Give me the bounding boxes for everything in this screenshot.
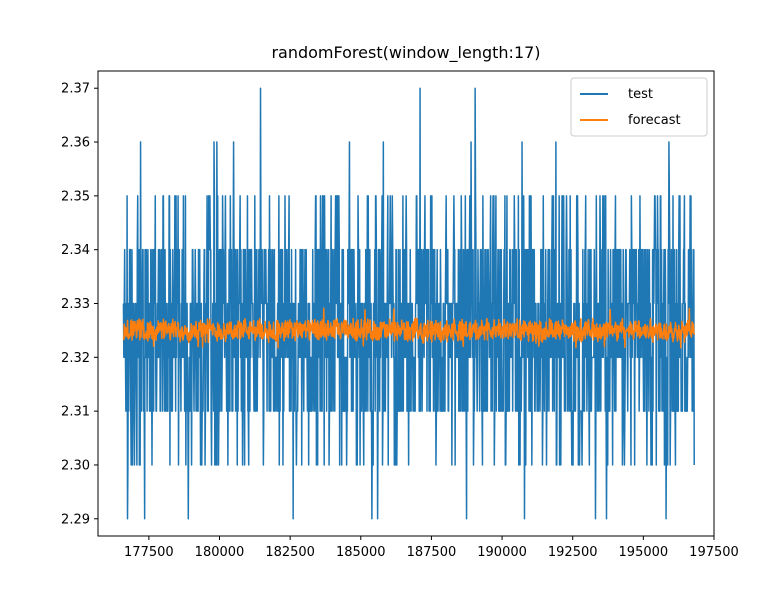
legend: test forecast <box>570 77 708 137</box>
x-tick-label: 187500 <box>407 545 457 560</box>
x-tick-label: 182500 <box>265 545 315 560</box>
series-layer <box>122 87 695 520</box>
x-tick-label: 190000 <box>477 545 527 560</box>
chart-title: randomForest(window_length:17) <box>271 43 540 63</box>
y-tick-label: 2.30 <box>61 458 90 473</box>
x-tick-label: 192500 <box>548 545 598 560</box>
x-tick-label: 180000 <box>195 545 245 560</box>
legend-label-test: test <box>628 87 653 102</box>
series-test-line <box>122 87 695 520</box>
series-forecast-line <box>122 307 695 349</box>
legend-box <box>570 77 708 137</box>
y-tick-label: 2.32 <box>61 351 90 366</box>
y-tick-label: 2.35 <box>61 189 90 204</box>
x-tick-label: 177500 <box>124 545 174 560</box>
legend-label-forecast: forecast <box>628 113 681 128</box>
x-axis: 177500 180000 182500 185000 187500 190000 1925… <box>124 536 739 560</box>
x-tick-label: 185000 <box>336 545 386 560</box>
x-tick-label: 197500 <box>689 545 739 560</box>
y-tick-label: 2.34 <box>61 243 90 258</box>
y-tick-label: 2.33 <box>61 297 90 312</box>
y-tick-label: 2.29 <box>61 512 90 527</box>
y-tick-label: 2.31 <box>61 405 90 420</box>
y-tick-label: 2.36 <box>61 136 90 151</box>
x-tick-label: 195000 <box>619 545 669 560</box>
y-axis: 2.29 2.30 2.31 2.32 2.33 2.34 2.35 2.36 2.37 <box>61 82 98 527</box>
y-tick-label: 2.37 <box>61 82 90 97</box>
